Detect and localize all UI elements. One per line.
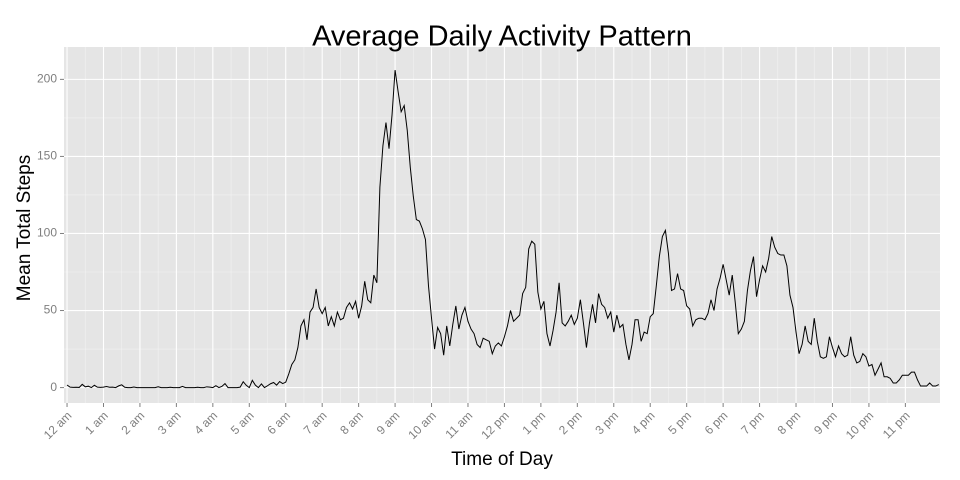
panel <box>64 47 940 403</box>
x-tick-label: 7 pm <box>738 408 767 437</box>
x-tick-label: 10 pm <box>843 408 876 441</box>
x-tick-label: 1 am <box>82 408 111 437</box>
x-tick-label: 12 am <box>41 408 74 441</box>
y-tick-label: 200 <box>37 72 57 86</box>
x-tick-label: 9 am <box>374 408 403 437</box>
y-axis-label: Mean Total Steps <box>14 155 35 301</box>
x-tick-label: 3 am <box>155 408 184 437</box>
x-tick-label: 9 pm <box>811 408 840 437</box>
chart-title: Average Daily Activity Pattern <box>312 21 692 53</box>
y-tick-label: 100 <box>37 226 57 240</box>
x-tick-label: 5 pm <box>665 408 694 437</box>
x-tick-label: 2 pm <box>556 408 585 437</box>
x-tick-label: 8 am <box>337 408 366 437</box>
x-tick-label: 5 am <box>228 408 257 437</box>
x-tick-label: 11 pm <box>880 408 913 441</box>
x-tick-label: 6 am <box>264 408 293 437</box>
line <box>66 70 940 389</box>
x-tick-label: 7 am <box>301 408 330 437</box>
x-tick-label: 4 pm <box>629 408 658 437</box>
x-tick-label: 11 am <box>442 408 475 441</box>
y-tick-label: 150 <box>37 149 57 163</box>
y-tick-label: 50 <box>44 303 58 317</box>
x-tick-label: 10 am <box>405 408 438 441</box>
x-tick-label: 1 pm <box>519 408 548 437</box>
y-tick-label: 0 <box>50 380 57 394</box>
x-tick-label: 3 pm <box>592 408 621 437</box>
x-axis-label: Time of Day <box>451 449 553 470</box>
x-tick-label: 2 am <box>119 408 148 437</box>
x-tick-label: 6 pm <box>702 408 731 437</box>
x-tick-label: 4 am <box>191 408 220 437</box>
x-tick-label: 12 pm <box>478 408 511 441</box>
x-tick-label: 8 pm <box>775 408 804 437</box>
